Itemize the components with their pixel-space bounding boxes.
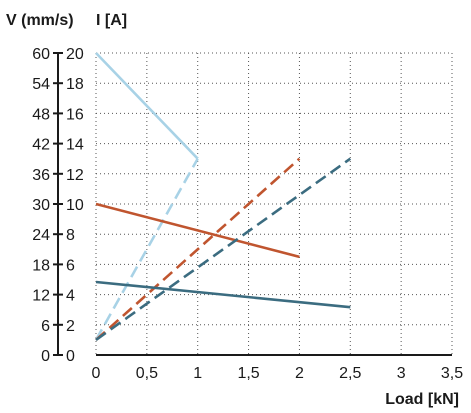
y-left-tick-label: 0 xyxy=(41,348,50,365)
y-right-tick-label: 14 xyxy=(66,137,84,154)
y-left-tick-label: 42 xyxy=(32,137,50,154)
y-right-tick-label: 18 xyxy=(66,76,84,93)
y-right-tick-label: 12 xyxy=(66,167,84,184)
y-left-tick-label: 54 xyxy=(32,76,50,93)
y-right-tick-label: 0 xyxy=(66,348,75,365)
y-left-tick-label: 12 xyxy=(32,288,50,305)
series-line-current-5 xyxy=(95,157,352,341)
y-left-tick-label: 24 xyxy=(32,227,50,244)
right-axis-title: I [A] xyxy=(96,12,127,29)
y-right-tick-label: 2 xyxy=(66,318,75,335)
y-right-tick-label: 6 xyxy=(66,257,75,274)
y-right-tick-label: 4 xyxy=(66,288,75,305)
grid xyxy=(96,52,453,355)
series-line-speed-0 xyxy=(95,52,199,160)
series-line-speed-4 xyxy=(95,280,351,309)
y-right-tick-label: 8 xyxy=(66,227,75,244)
axes xyxy=(53,52,452,356)
series-line-speed-2 xyxy=(95,202,300,259)
x-tick-label: 3,5 xyxy=(441,365,463,382)
series-line-current-3 xyxy=(95,157,301,341)
y-left-tick-label: 36 xyxy=(32,167,50,184)
x-tick-label: 1,5 xyxy=(237,365,259,382)
series xyxy=(94,52,352,341)
y-right-tick-label: 10 xyxy=(66,197,84,214)
x-tick-label: 2 xyxy=(295,365,304,382)
x-tick-label: 1 xyxy=(193,365,202,382)
x-tick-label: 2,5 xyxy=(339,365,361,382)
y-left-tick-label: 60 xyxy=(32,46,50,63)
y-left-tick-label: 6 xyxy=(41,318,50,335)
x-tick-label: 0,5 xyxy=(136,365,158,382)
x-tick-label: 0 xyxy=(92,365,101,382)
x-axis-title: Load [kN] xyxy=(385,391,459,408)
series-line-current-1 xyxy=(94,158,199,341)
y-left-tick-label: 48 xyxy=(32,106,50,123)
x-tick-label: 3 xyxy=(397,365,406,382)
y-right-tick-label: 20 xyxy=(66,46,84,63)
y-right-tick-label: 16 xyxy=(66,106,84,123)
y-left-tick-label: 18 xyxy=(32,257,50,274)
y-left-tick-label: 30 xyxy=(32,197,50,214)
left-axis-title: V (mm/s) xyxy=(6,12,74,29)
